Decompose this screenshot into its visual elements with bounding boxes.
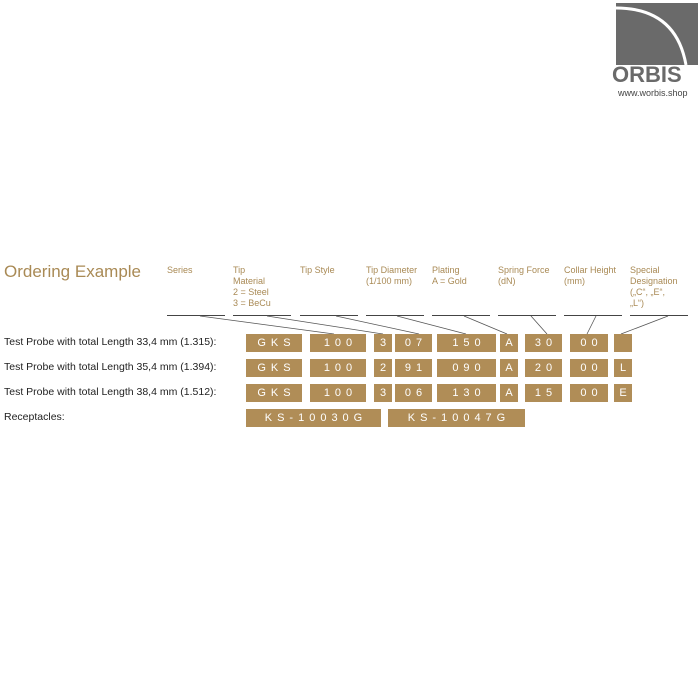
code-box: 15 <box>525 384 562 402</box>
code-box: A <box>500 359 518 377</box>
code-box: 150 <box>437 334 496 352</box>
receptacles-label: Receptacles: <box>4 411 65 423</box>
row-label: Test Probe with total Length 38,4 mm (1.… <box>4 386 217 398</box>
code-box: GKS <box>246 359 302 377</box>
row-label: Test Probe with total Length 33,4 mm (1.… <box>4 336 217 348</box>
code-box: 00 <box>570 359 608 377</box>
code-box: 2 <box>374 359 392 377</box>
column-underline <box>630 315 688 316</box>
column-header: Collar Height (mm) <box>564 265 617 286</box>
code-box: 91 <box>395 359 432 377</box>
column-underline <box>564 315 622 316</box>
code-box: GKS <box>246 384 302 402</box>
connector-line <box>620 315 669 335</box>
page-title: Ordering Example <box>4 262 142 281</box>
code-box: 00 <box>570 334 608 352</box>
code-box: E <box>614 384 632 402</box>
code-box: L <box>614 359 632 377</box>
logo-url: www.worbis.shop <box>618 88 688 98</box>
row-label: Test Probe with total Length 35,4 mm (1.… <box>4 361 217 373</box>
receptacle-code: KS-10030G <box>246 409 381 427</box>
code-box: 100 <box>310 359 366 377</box>
code-box: 30 <box>525 334 562 352</box>
column-underline <box>366 315 424 316</box>
code-box: 100 <box>310 334 366 352</box>
connector-line <box>396 315 467 335</box>
receptacle-code: KS-10047G <box>388 409 525 427</box>
column-underline <box>498 315 556 316</box>
connector-line <box>463 315 508 335</box>
column-header: Tip Material 2 = Steel 3 = BeCu <box>233 265 271 308</box>
connector-line <box>335 315 420 335</box>
column-header: Tip Diameter (1/100 mm) <box>366 265 418 286</box>
orbis-logo <box>616 3 698 65</box>
code-box: 100 <box>310 384 366 402</box>
code-box <box>614 334 632 352</box>
logo-brand: ORBIS <box>612 62 682 87</box>
column-underline <box>300 315 358 316</box>
column-underline <box>233 315 291 316</box>
column-header: Tip Style <box>300 265 335 275</box>
connector-line <box>586 315 597 335</box>
code-box: 130 <box>437 384 496 402</box>
connector-line <box>266 315 384 335</box>
connector-line <box>199 315 335 335</box>
code-box: A <box>500 334 518 352</box>
code-box: GKS <box>246 334 302 352</box>
code-box: 07 <box>395 334 432 352</box>
code-box: 090 <box>437 359 496 377</box>
code-box: 06 <box>395 384 432 402</box>
connector-line <box>530 315 548 335</box>
code-box: 3 <box>374 384 392 402</box>
code-box: A <box>500 384 518 402</box>
column-header: Series <box>167 265 193 275</box>
code-box: 20 <box>525 359 562 377</box>
code-box: 00 <box>570 384 608 402</box>
column-header: Special Designation („C“, „E“, „L“) <box>630 265 678 308</box>
column-underline <box>432 315 490 316</box>
column-header: Spring Force (dN) <box>498 265 550 286</box>
column-header: Plating A = Gold <box>432 265 467 286</box>
column-underline <box>167 315 225 316</box>
code-box: 3 <box>374 334 392 352</box>
